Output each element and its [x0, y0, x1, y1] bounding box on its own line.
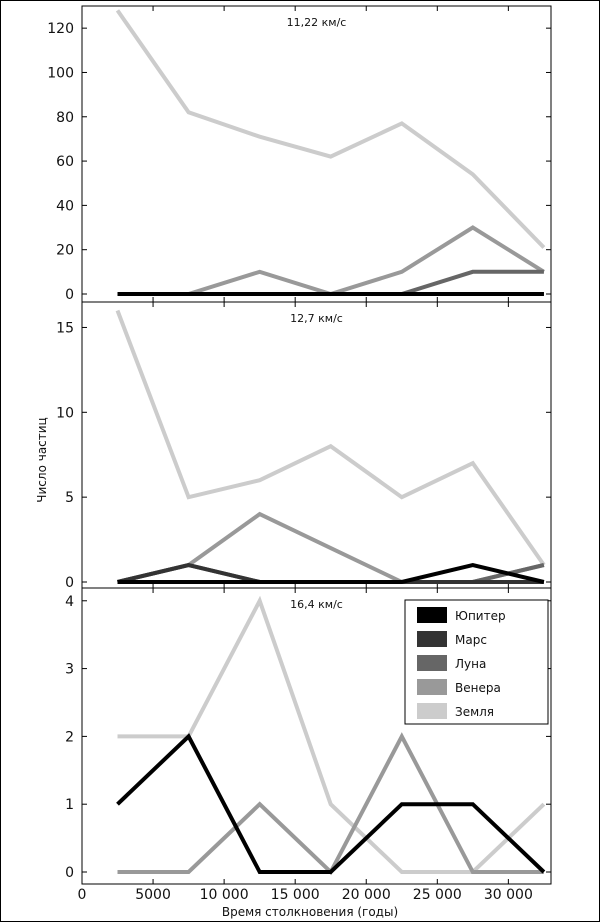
panel-1: 11,22 км/с 0 20 40 60 80 100 120	[47, 5, 552, 303]
y-tick-label: 100	[47, 65, 74, 81]
legend-label: Венера	[455, 681, 501, 695]
y-tick-label: 40	[56, 198, 74, 214]
y-tick-label: 0	[65, 865, 74, 881]
series-line	[115, 309, 546, 567]
x-tick-label: 0	[78, 887, 87, 903]
panel-2: 12,7 км/с 0 5 10 15	[56, 301, 552, 591]
y-tick-label: 5	[65, 490, 74, 506]
x-tick-label: 25 000	[413, 887, 462, 903]
x-tick-label: 15 000	[271, 887, 320, 903]
y-tick-label: 20	[56, 243, 74, 259]
y-tick-label: 80	[56, 110, 74, 126]
series-line	[116, 733, 546, 874]
panel-title: 12,7 км/с	[290, 312, 343, 325]
y-tick-label: 15	[56, 320, 74, 336]
y-axis-label: Число частиц	[35, 417, 49, 502]
x-tick-label: 10 000	[200, 887, 249, 903]
panel-3: 16,4 км/с 0 1 2 3 4 0 5000 10 000 15 000 20 000 25 …	[65, 587, 552, 903]
panel-title: 11,22 км/с	[287, 16, 347, 29]
y-tick-label: 0	[65, 287, 74, 303]
legend-label: Земля	[455, 705, 494, 719]
y-tick-label: 3	[65, 662, 74, 678]
x-tick-label: 20 000	[342, 887, 391, 903]
y-tick-label: 0	[65, 575, 74, 591]
legend-swatch	[417, 703, 447, 719]
panel-title: 16,4 км/с	[290, 598, 343, 611]
legend-label: Марс	[455, 633, 487, 647]
x-tick-label: 5000	[135, 887, 171, 903]
legend-swatch	[417, 631, 447, 647]
legend-label: Юпитер	[455, 609, 506, 623]
y-tick-label: 1	[65, 797, 74, 813]
y-tick-label: 60	[56, 154, 74, 170]
y-tick-label: 2	[65, 729, 74, 745]
x-tick-label: 30 000	[484, 887, 533, 903]
legend: Юпитер Марс Луна Венера Земля	[404, 599, 549, 725]
x-axis-label: Время столкновения (годы)	[222, 905, 398, 919]
series-line	[117, 562, 545, 584]
legend-swatch	[417, 607, 447, 623]
series-line	[115, 9, 546, 249]
legend-label: Луна	[455, 657, 486, 671]
y-tick-label: 10	[56, 405, 74, 421]
y-tick-label: 4	[65, 594, 74, 610]
legend-swatch	[417, 679, 447, 695]
y-tick-label: 120	[47, 21, 74, 37]
legend-swatch	[417, 655, 447, 671]
